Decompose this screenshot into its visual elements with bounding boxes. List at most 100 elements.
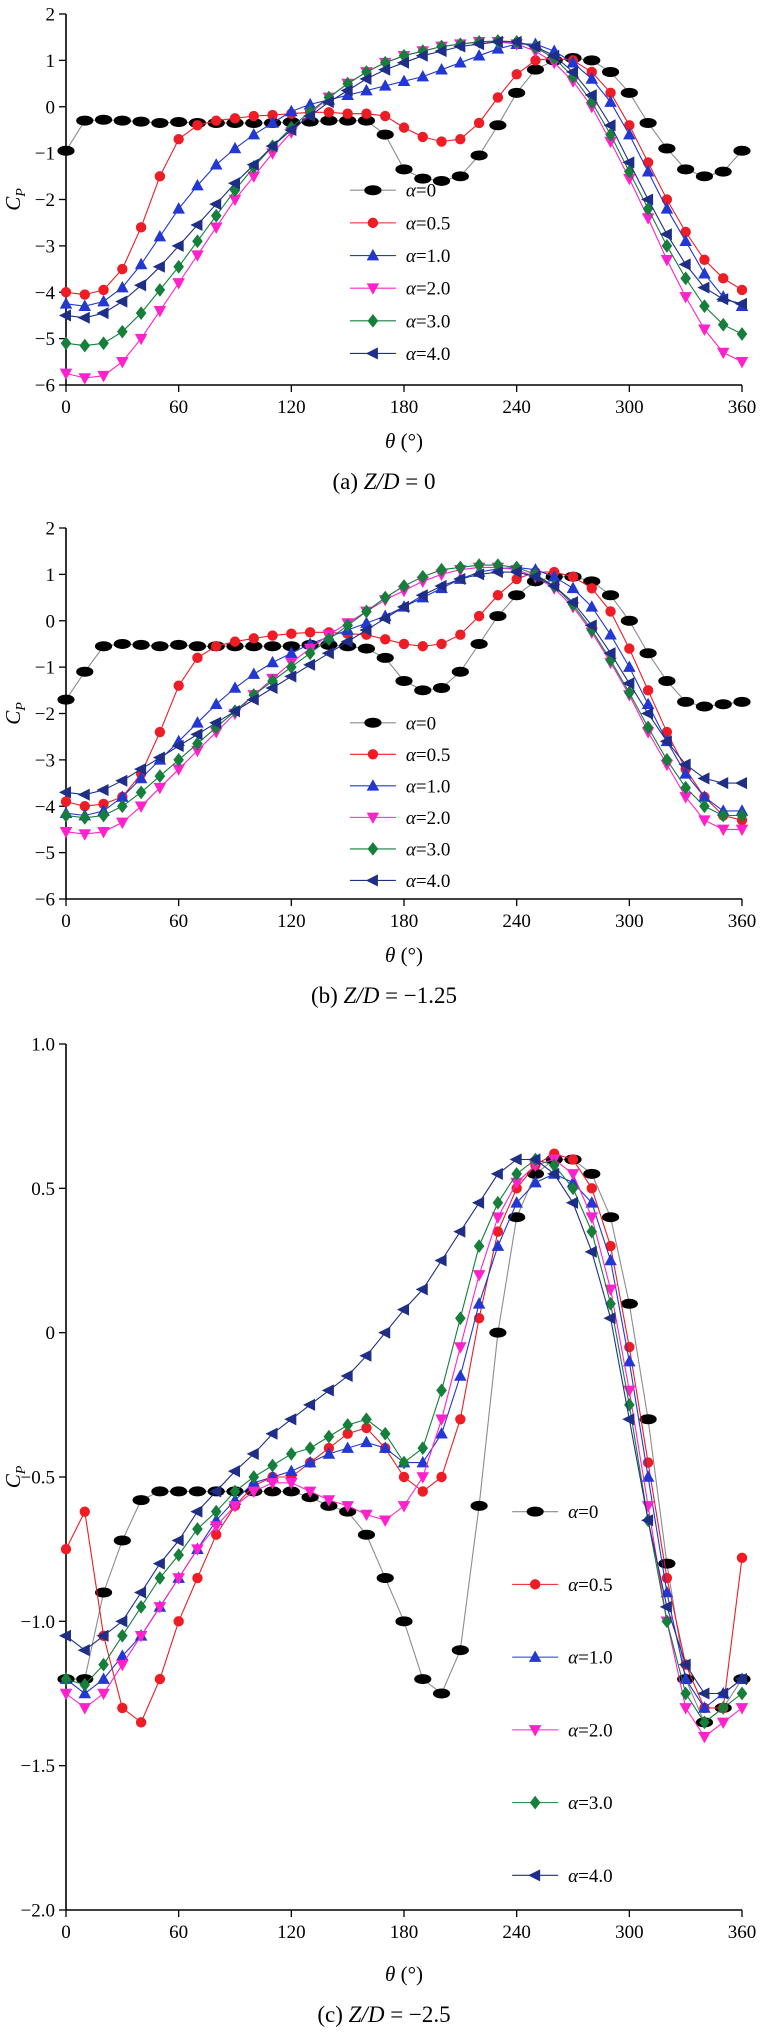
diamond-marker-icon [699, 299, 710, 314]
triangle-left-marker-icon [547, 49, 560, 62]
triangle-up-marker-icon [209, 158, 223, 170]
triangle-up-marker-icon [585, 1196, 599, 1208]
triangle-left-marker-icon [434, 45, 447, 58]
ellipse-marker-icon [601, 66, 620, 77]
circle-marker-icon [699, 254, 710, 265]
triangle-up-marker-icon [454, 56, 467, 68]
y-tick-label: −2.0 [21, 1901, 55, 1922]
triangle-down-marker-icon [78, 1703, 92, 1715]
x-tick-label: 240 [502, 1922, 531, 1943]
diamond-marker-icon [699, 799, 710, 814]
circle-marker-icon [211, 115, 222, 126]
series-line [65, 1158, 743, 1695]
ellipse-marker-icon [414, 1674, 432, 1685]
triangle-up-marker-icon [416, 69, 430, 82]
triangle-down-marker-icon [247, 1486, 261, 1499]
triangle-left-marker-icon [490, 1167, 503, 1180]
series-α=0.5 [60, 1148, 748, 1728]
legend-label: α=2.0 [406, 279, 450, 300]
triangle-left-marker-icon [716, 293, 729, 306]
triangle-down-marker-icon [416, 1472, 430, 1484]
triangle-down-marker-icon [209, 222, 223, 234]
ellipse-marker-icon [432, 175, 451, 186]
triangle-left-marker-icon [265, 140, 278, 153]
triangle-left-marker-icon [509, 566, 522, 579]
legend-label: α=0 [568, 1502, 598, 1523]
circle-marker-icon [361, 108, 372, 119]
triangle-left-marker-icon [321, 1384, 334, 1397]
series-α=0.5 [60, 566, 748, 826]
triangle-up-marker-icon [416, 1455, 430, 1468]
ellipse-marker-icon [508, 1212, 526, 1223]
diamond-marker-icon [342, 618, 353, 633]
diamond-marker-icon [248, 1470, 260, 1484]
circle-marker-icon [192, 1572, 203, 1584]
triangle-down-marker-icon [716, 824, 730, 837]
ellipse-marker-icon [714, 166, 732, 177]
ellipse-marker-icon [151, 117, 169, 128]
triangle-up-marker-icon [134, 257, 148, 270]
diamond-marker-icon [736, 808, 748, 823]
triangle-left-marker-icon [227, 1465, 241, 1478]
triangle-up-marker-icon [585, 600, 599, 612]
diamond-marker-icon [79, 338, 91, 353]
circle-marker-icon [154, 1673, 166, 1685]
triangle-down-marker-icon [366, 283, 380, 295]
circle-marker-icon [60, 796, 72, 807]
triangle-left-marker-icon [134, 763, 147, 776]
triangle-left-marker-icon [365, 874, 378, 887]
diamond-marker-icon [60, 1672, 72, 1686]
diamond-marker-icon [699, 1715, 710, 1730]
triangle-down-marker-icon [134, 801, 148, 813]
ellipse-marker-icon [94, 1587, 113, 1598]
circle-marker-icon [211, 641, 222, 652]
triangle-down-marker-icon [78, 829, 92, 841]
triangle-up-marker-icon [698, 1701, 711, 1713]
triangle-left-marker-icon [340, 635, 353, 648]
circle-marker-icon [473, 117, 485, 129]
triangle-down-marker-icon [735, 1703, 749, 1715]
triangle-left-marker-icon [490, 566, 503, 579]
legend-label: α=1.0 [568, 1648, 612, 1669]
triangle-down-marker-icon [97, 370, 110, 383]
diamond-marker-icon [379, 590, 391, 605]
circle-marker-icon [473, 1313, 485, 1324]
diamond-marker-icon [304, 646, 316, 661]
legend-label: α=0 [406, 713, 436, 734]
triangle-left-marker-icon [77, 788, 90, 801]
triangle-left-marker-icon [734, 1673, 747, 1686]
caption-b-suffix: = −1.25 [379, 983, 458, 1008]
triangle-left-marker-icon [378, 63, 391, 76]
triangle-left-marker-icon [697, 772, 710, 785]
triangle-left-marker-icon [734, 777, 747, 790]
triangle-down-marker-icon [341, 1501, 354, 1513]
ellipse-marker-icon [57, 694, 75, 705]
circle-marker-icon [398, 122, 410, 133]
diamond-marker-icon [98, 336, 109, 351]
triangle-left-marker-icon [77, 311, 90, 324]
ellipse-marker-icon [508, 87, 526, 98]
triangle-up-marker-icon [378, 1441, 392, 1453]
y-tick-label: 1.0 [31, 1035, 55, 1056]
triangle-down-marker-icon [660, 254, 674, 267]
triangle-down-marker-icon [716, 347, 730, 360]
diamond-marker-icon [98, 808, 109, 823]
triangle-up-marker-icon [641, 1470, 655, 1482]
triangle-up-marker-icon [360, 1435, 373, 1448]
diamond-marker-icon [436, 1383, 447, 1398]
triangle-up-marker-icon [529, 1175, 542, 1188]
x-axis-label: θ (°) [385, 943, 423, 967]
diamond-marker-icon [661, 753, 673, 767]
triangle-down-marker-icon [679, 292, 692, 304]
y-axis-label: CP [1, 702, 29, 725]
x-tick-label: 300 [615, 397, 644, 418]
chart-b-plot: 0 60 120 180 240 300 360 −6 −5 −4 −3 −2 −1 0 1 2 α=0 α=0.… [1, 519, 756, 968]
circle-marker-icon [567, 1154, 579, 1165]
ellipse-marker-icon [451, 666, 469, 677]
caption-c-prefix: (c) [317, 2002, 349, 2027]
triangle-left-marker-icon [490, 35, 503, 48]
series-α=4.0 [58, 566, 747, 801]
diamond-marker-icon [192, 1522, 203, 1536]
x-tick-label: 180 [390, 397, 419, 418]
